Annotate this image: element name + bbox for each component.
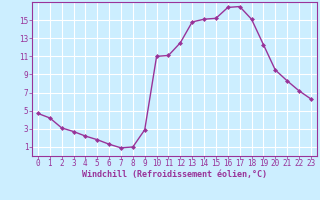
X-axis label: Windchill (Refroidissement éolien,°C): Windchill (Refroidissement éolien,°C) [82,170,267,179]
